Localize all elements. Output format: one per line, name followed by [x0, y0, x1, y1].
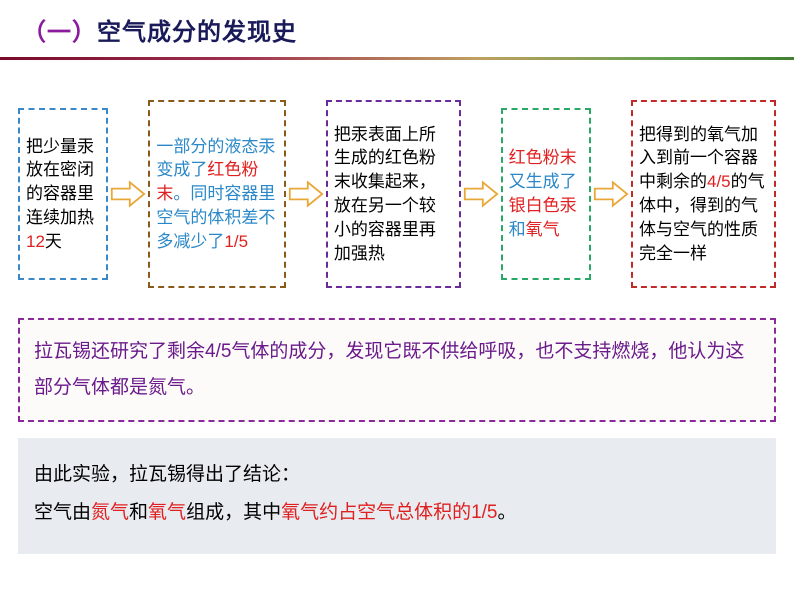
flow-box-4-text: 红色粉末又生成了银白色汞和氧气: [509, 146, 583, 241]
slide-header: （一）空气成分的发现史: [0, 0, 794, 55]
arrow-icon: [463, 180, 499, 208]
flow-box-3-text: 把汞表面上所生成的红色粉末收集起来，放在另一个较小的容器里再加强热: [334, 123, 453, 266]
page-title: （一）空气成分的发现史: [22, 12, 772, 47]
conclusion-box: 由此实验，拉瓦锡得出了结论： 空气由氮气和氧气组成，其中氧气约占空气总体积的1/…: [18, 438, 776, 554]
flow-box-4: 红色粉末又生成了银白色汞和氧气: [501, 108, 591, 280]
note-text: 拉瓦锡还研究了剩余4/5气体的成分，发现它既不供给呼吸，也不支持燃烧，他认为这部…: [34, 341, 744, 398]
flow-box-3: 把汞表面上所生成的红色粉末收集起来，放在另一个较小的容器里再加强热: [326, 100, 461, 288]
flow-box-2: 一部分的液态汞变成了红色粉末。同时容器里空气的体积差不多减少了1/5: [148, 100, 286, 288]
title-number: （一）: [22, 19, 97, 46]
arrow-icon: [288, 180, 324, 208]
note-box: 拉瓦锡还研究了剩余4/5气体的成分，发现它既不供给呼吸，也不支持燃烧，他认为这部…: [18, 318, 776, 422]
flowchart-row: 把少量汞放在密闭的容器里连续加热12天 一部分的液态汞变成了红色粉末。同时容器里…: [0, 60, 794, 308]
flow-box-5-text: 把得到的氧气加入到前一个容器中剩余的4/5的气体中，得到的气体与空气的性质完全一…: [639, 123, 768, 266]
flow-box-1-text: 把少量汞放在密闭的容器里连续加热12天: [26, 135, 100, 254]
arrow-icon: [110, 180, 146, 208]
conclusion-line1: 由此实验，拉瓦锡得出了结论：: [34, 456, 760, 494]
flow-box-5: 把得到的氧气加入到前一个容器中剩余的4/5的气体中，得到的气体与空气的性质完全一…: [631, 100, 776, 288]
arrow-icon: [593, 180, 629, 208]
title-text: 空气成分的发现史: [97, 19, 297, 46]
flow-box-2-text: 一部分的液态汞变成了红色粉末。同时容器里空气的体积差不多减少了1/5: [156, 135, 278, 254]
flow-box-1: 把少量汞放在密闭的容器里连续加热12天: [18, 108, 108, 280]
conclusion-line2: 空气由氮气和氧气组成，其中氧气约占空气总体积的1/5。: [34, 494, 760, 532]
